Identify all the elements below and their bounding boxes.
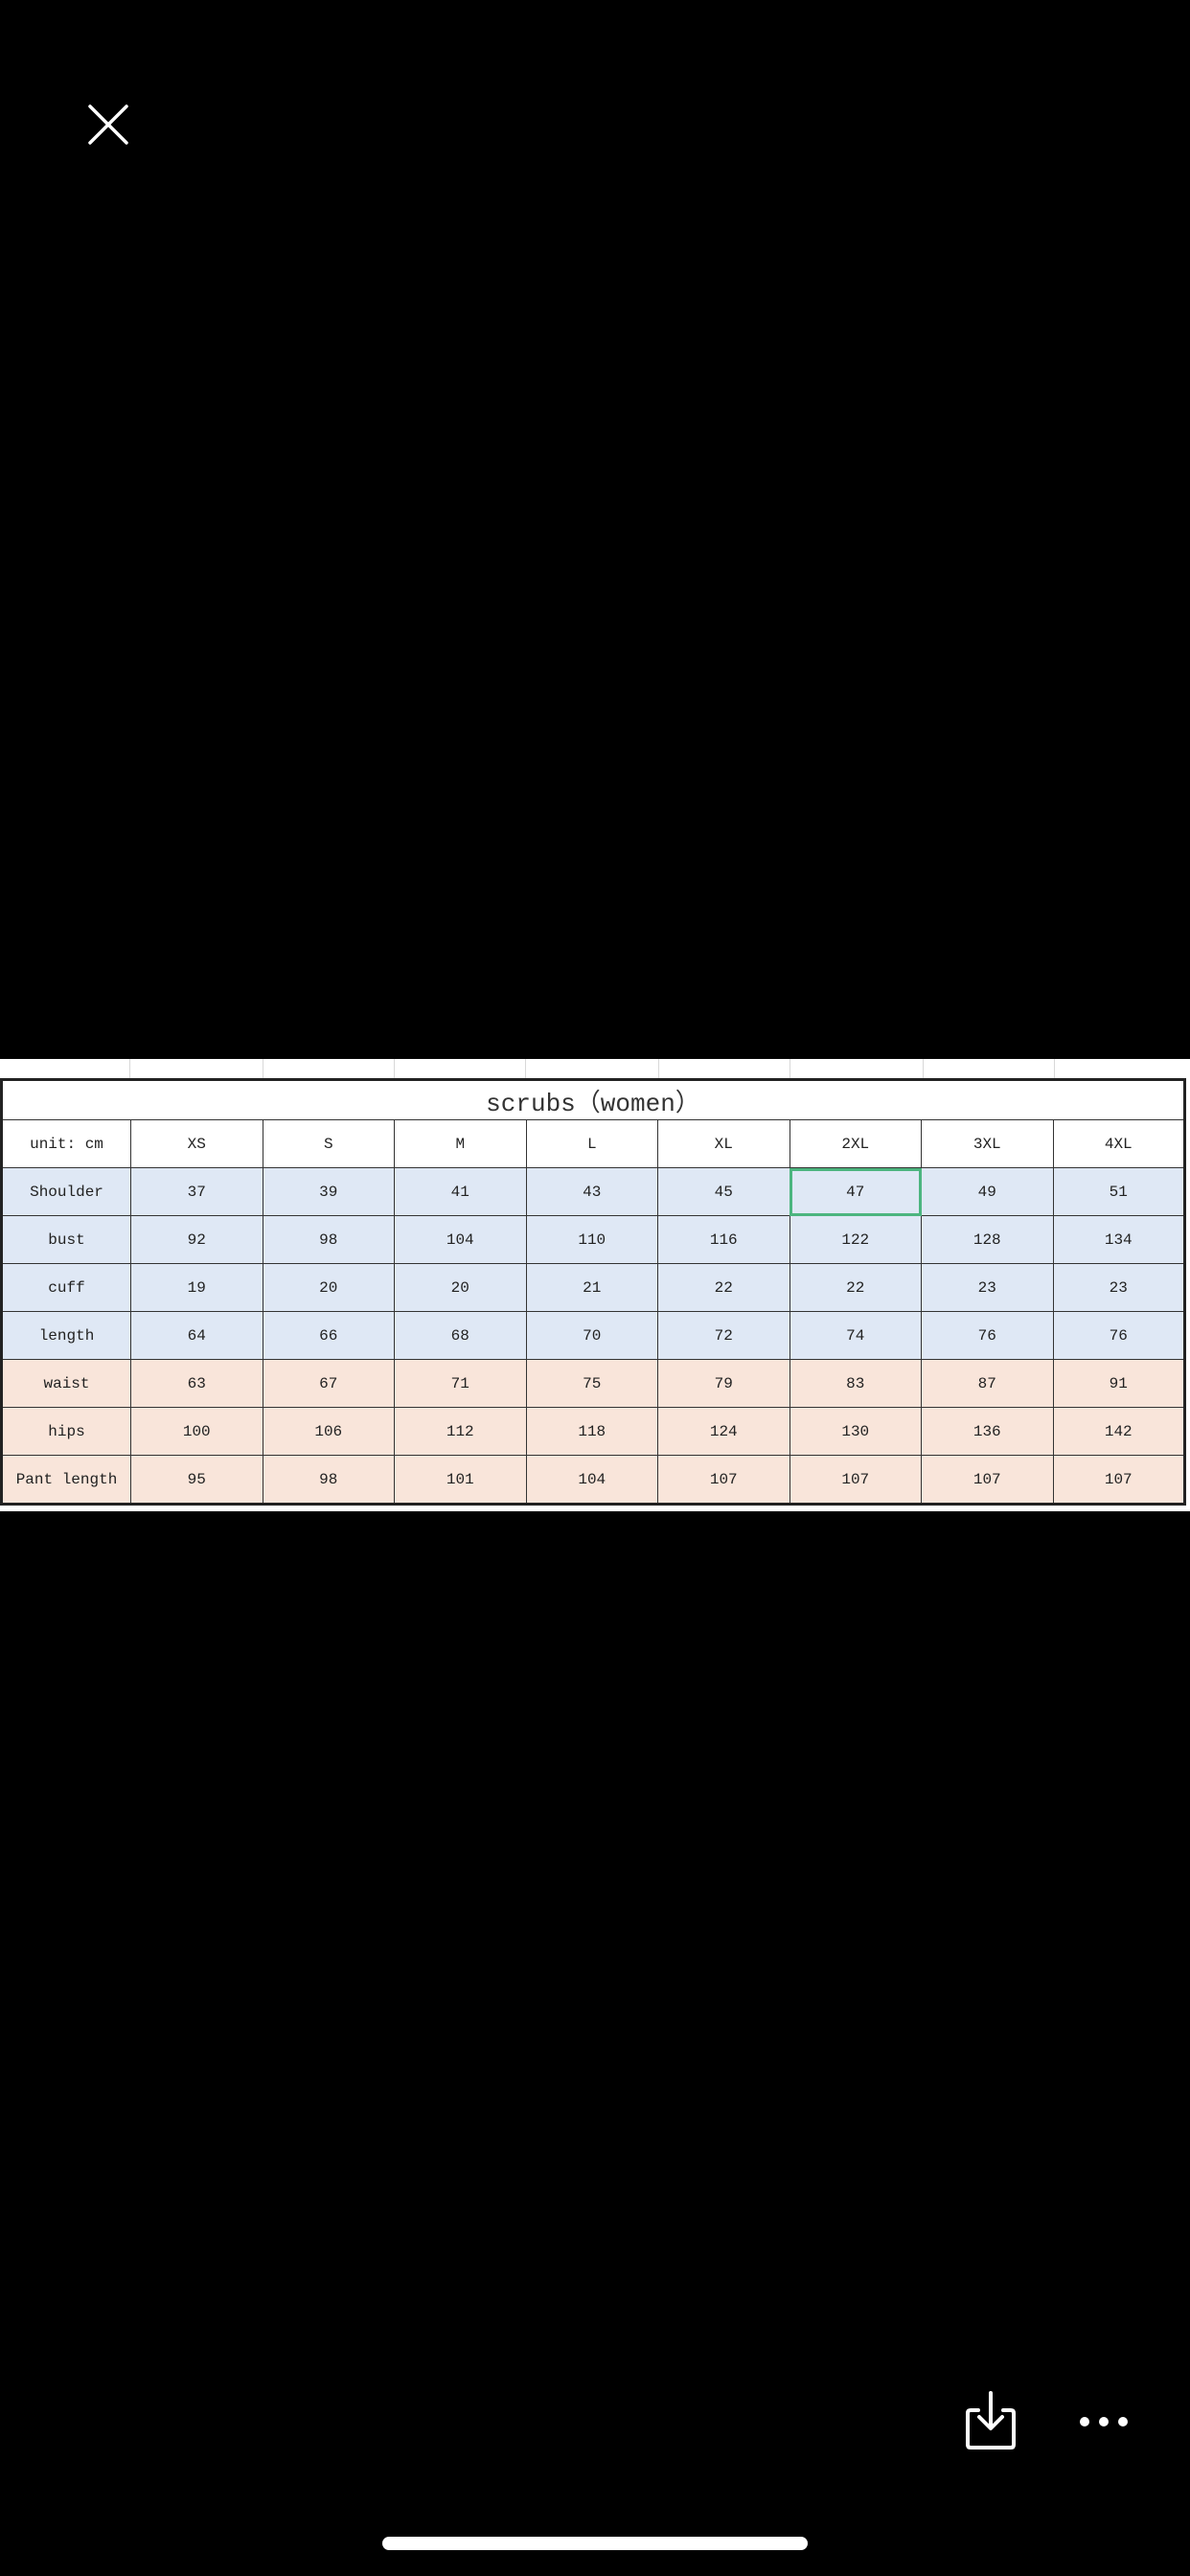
measurement-cell: 39 [262, 1167, 395, 1216]
ellipsis-icon [1080, 2417, 1128, 2426]
measurement-cell: 128 [921, 1215, 1054, 1264]
measurement-cell: 107 [1052, 1455, 1185, 1505]
size-header: 2XL [789, 1119, 922, 1168]
size-header: 4XL [1052, 1119, 1185, 1168]
row-label: Pant length [1, 1455, 131, 1505]
measurement-cell: 98 [262, 1455, 395, 1505]
size-header: S [262, 1119, 395, 1168]
measurement-cell: 130 [789, 1407, 922, 1456]
table-row: waist 63 67 71 75 79 83 87 91 [1, 1359, 1185, 1408]
measurement-cell: 87 [921, 1359, 1054, 1408]
row-label: cuff [1, 1263, 131, 1312]
measurement-cell: 75 [525, 1359, 658, 1408]
size-header: M [394, 1119, 527, 1168]
measurement-cell: 47 [789, 1167, 922, 1216]
measurement-cell: 107 [789, 1455, 922, 1505]
measurement-cell: 107 [921, 1455, 1054, 1505]
measurement-cell: 49 [921, 1167, 1054, 1216]
measurement-cell: 21 [525, 1263, 658, 1312]
table-row: bust 92 98 104 110 116 122 128 134 [1, 1215, 1185, 1264]
spreadsheet-gridlines [0, 1059, 1190, 1078]
row-label: waist [1, 1359, 131, 1408]
measurement-cell: 23 [921, 1263, 1054, 1312]
size-table: scrubs（women） unit: cm XS S M L XL 2XL 3XL 4XL … [0, 1078, 1186, 1506]
measurement-cell: 74 [789, 1311, 922, 1360]
measurement-cell: 104 [394, 1215, 527, 1264]
unit-label: unit: cm [1, 1119, 131, 1168]
measurement-cell: 83 [789, 1359, 922, 1408]
measurement-cell: 45 [657, 1167, 790, 1216]
measurement-cell: 116 [657, 1215, 790, 1264]
measurement-cell: 66 [262, 1311, 395, 1360]
measurement-cell: 122 [789, 1215, 922, 1264]
measurement-cell: 106 [262, 1407, 395, 1456]
measurement-cell: 107 [657, 1455, 790, 1505]
table-row: Shoulder 37 39 41 43 45 47 49 51 [1, 1167, 1185, 1216]
measurement-cell: 72 [657, 1311, 790, 1360]
measurement-cell: 67 [262, 1359, 395, 1408]
table-row: length 64 66 68 70 72 74 76 76 [1, 1311, 1185, 1360]
measurement-cell: 70 [525, 1311, 658, 1360]
measurement-cell: 22 [657, 1263, 790, 1312]
measurement-cell: 19 [130, 1263, 263, 1312]
measurement-cell: 124 [657, 1407, 790, 1456]
measurement-cell: 136 [921, 1407, 1054, 1456]
measurement-cell: 100 [130, 1407, 263, 1456]
table-row: cuff 19 20 20 21 22 22 23 23 [1, 1263, 1185, 1312]
measurement-cell: 41 [394, 1167, 527, 1216]
more-button[interactable] [1075, 2407, 1133, 2436]
measurement-cell: 20 [394, 1263, 527, 1312]
measurement-cell: 64 [130, 1311, 263, 1360]
size-header: XL [657, 1119, 790, 1168]
size-header: 3XL [921, 1119, 1054, 1168]
row-label: length [1, 1311, 131, 1360]
table-row: Pant length 95 98 101 104 107 107 107 107 [1, 1455, 1185, 1505]
measurement-cell: 20 [262, 1263, 395, 1312]
home-indicator[interactable] [382, 2537, 808, 2550]
measurement-cell: 43 [525, 1167, 658, 1216]
row-label: hips [1, 1407, 131, 1456]
measurement-cell: 142 [1052, 1407, 1185, 1456]
close-button[interactable] [88, 104, 128, 145]
measurement-cell: 98 [262, 1215, 395, 1264]
close-icon [88, 104, 128, 145]
measurement-cell: 79 [657, 1359, 790, 1408]
measurement-cell: 101 [394, 1455, 527, 1505]
measurement-cell: 134 [1052, 1215, 1185, 1264]
row-label: bust [1, 1215, 131, 1264]
measurement-cell: 51 [1052, 1167, 1185, 1216]
measurement-cell: 112 [394, 1407, 527, 1456]
measurement-cell: 22 [789, 1263, 922, 1312]
download-button[interactable] [963, 2391, 1018, 2450]
size-header: L [525, 1119, 658, 1168]
measurement-cell: 76 [1052, 1311, 1185, 1360]
table-title: scrubs（women） [1, 1079, 1185, 1120]
measurement-cell: 95 [130, 1455, 263, 1505]
measurement-cell: 63 [130, 1359, 263, 1408]
size-chart-image[interactable]: scrubs（women） unit: cm XS S M L XL 2XL 3XL 4XL … [0, 1059, 1190, 1511]
download-icon [966, 2391, 1016, 2450]
measurement-cell: 91 [1052, 1359, 1185, 1408]
measurement-cell: 110 [525, 1215, 658, 1264]
measurement-cell: 104 [525, 1455, 658, 1505]
measurement-cell: 37 [130, 1167, 263, 1216]
measurement-cell: 68 [394, 1311, 527, 1360]
table-row: hips 100 106 112 118 124 130 136 142 [1, 1407, 1185, 1456]
measurement-cell: 118 [525, 1407, 658, 1456]
measurement-cell: 23 [1052, 1263, 1185, 1312]
measurement-cell: 76 [921, 1311, 1054, 1360]
measurement-cell: 92 [130, 1215, 263, 1264]
row-label: Shoulder [1, 1167, 131, 1216]
size-header: XS [130, 1119, 263, 1168]
measurement-cell: 71 [394, 1359, 527, 1408]
